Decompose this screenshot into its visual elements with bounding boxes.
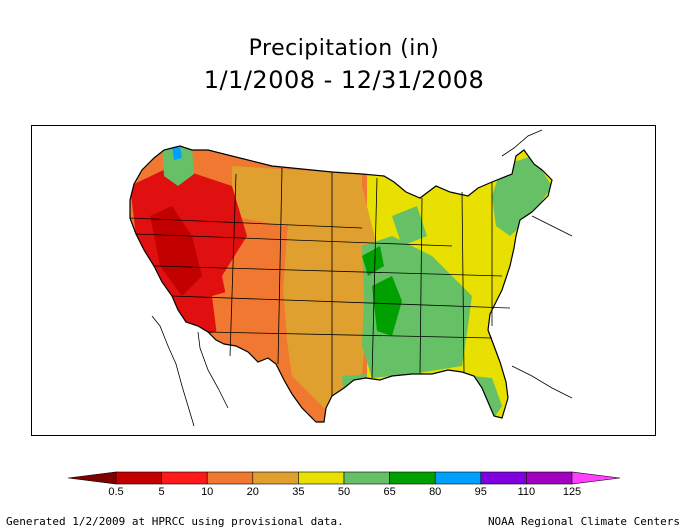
legend-tick-label: 20 (246, 486, 259, 498)
legend-swatch (480, 471, 527, 485)
legend-tick-label: 125 (562, 486, 582, 498)
color-legend (67, 471, 621, 485)
legend-arrow-low (67, 471, 117, 485)
legend-swatch (115, 471, 162, 485)
legend-arrow-high (571, 471, 621, 485)
legend-swatch (526, 471, 573, 485)
legend-tick-label: 35 (292, 486, 305, 498)
legend-swatch (252, 471, 299, 485)
border-lines (151, 129, 573, 427)
legend-tick-label: 50 (337, 486, 351, 498)
legend-tick-label: 10 (201, 486, 214, 498)
source-credit: NOAA Regional Climate Centers (487, 515, 680, 528)
legend-tick-label: 110 (517, 486, 536, 498)
legend-swatch (161, 471, 208, 485)
legend-tick-label: 65 (383, 486, 396, 498)
generation-note: Generated 1/2/2009 at HPRCC using provis… (6, 515, 344, 528)
legend-swatch (434, 471, 482, 485)
legend-tick-label: 0.5 (108, 486, 124, 498)
legend-swatch (343, 471, 390, 485)
map-frame (31, 125, 656, 436)
legend-tick-label: 80 (429, 486, 442, 498)
legend-swatch (389, 471, 436, 485)
map-date-range: 1/1/2008 - 12/31/2008 (203, 66, 485, 94)
state-boundaries (129, 167, 511, 396)
precipitation-map (129, 129, 573, 427)
legend-tick-label: 95 (474, 486, 487, 498)
precipitation-field (130, 146, 552, 422)
legend-tick-label: 5 (158, 486, 165, 498)
map-title: Precipitation (in) (248, 36, 440, 61)
legend-swatch (206, 471, 254, 485)
legend-swatch (298, 471, 345, 485)
